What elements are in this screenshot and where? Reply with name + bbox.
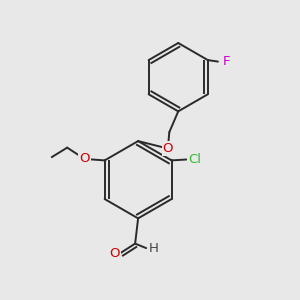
Text: O: O (110, 247, 120, 260)
Text: H: H (149, 242, 159, 255)
Text: Cl: Cl (188, 153, 201, 166)
Text: F: F (223, 55, 230, 68)
Text: O: O (79, 152, 90, 165)
Text: O: O (163, 142, 173, 155)
